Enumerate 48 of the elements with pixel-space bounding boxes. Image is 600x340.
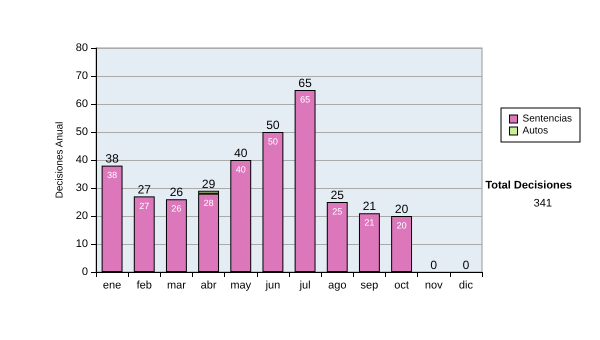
- x-tick-label: mar: [166, 280, 186, 292]
- total-label: 0: [462, 258, 470, 272]
- x-tick-label: feb: [136, 280, 152, 292]
- y-tick-label: 20: [76, 210, 88, 222]
- y-tick-label: 60: [76, 98, 88, 110]
- y-tick-label: 30: [76, 182, 88, 194]
- y-tick-label: 50: [76, 126, 88, 138]
- text: 341: [534, 198, 552, 210]
- data-label: 20: [396, 220, 407, 230]
- x-tick-label: jun: [264, 280, 280, 292]
- text: Total Decisiones: [485, 180, 572, 192]
- x-tick-label: may: [230, 280, 252, 292]
- y-tick-label: 80: [76, 42, 88, 54]
- data-label: 28: [204, 198, 214, 208]
- y-tick-label: 10: [76, 238, 88, 250]
- total-label: 25: [330, 188, 344, 202]
- total-label: 29: [202, 176, 216, 191]
- legend-label: Sentencias: [522, 114, 572, 124]
- total-label: 21: [362, 199, 376, 214]
- data-label: 26: [171, 204, 182, 214]
- x-tick-label: ago: [328, 280, 346, 292]
- x-tick-label: ene: [102, 280, 122, 292]
- x-tick-label: oct: [394, 280, 409, 292]
- legend-label: Autos: [522, 126, 548, 136]
- y-tick-label: 40: [76, 154, 88, 166]
- data-label: 27: [139, 200, 150, 211]
- total-label: 40: [234, 146, 248, 160]
- total-label: 20: [394, 202, 409, 216]
- total-label: 26: [170, 185, 184, 200]
- data-label: 38: [107, 170, 118, 180]
- y-axis-title: Decisiones Anual: [54, 122, 66, 198]
- x-tick-label: abr: [200, 280, 217, 292]
- data-label: 40: [236, 164, 246, 174]
- y-tick-label: 0: [82, 266, 88, 278]
- total-label: 0: [430, 258, 438, 272]
- total-label: 65: [298, 76, 312, 90]
- total-label: 27: [138, 182, 152, 196]
- y-tick-label: 70: [76, 70, 88, 82]
- x-tick-label: jul: [298, 280, 311, 292]
- total-label: 38: [105, 152, 120, 166]
- x-tick-label: dic: [458, 280, 474, 292]
- total-label: 50: [266, 118, 280, 132]
- data-label: 25: [332, 206, 342, 216]
- data-label: 21: [364, 218, 374, 228]
- data-label: 50: [268, 136, 278, 146]
- data-label: 65: [300, 94, 310, 104]
- x-tick-label: nov: [424, 280, 444, 292]
- x-tick-label: sep: [360, 280, 378, 292]
